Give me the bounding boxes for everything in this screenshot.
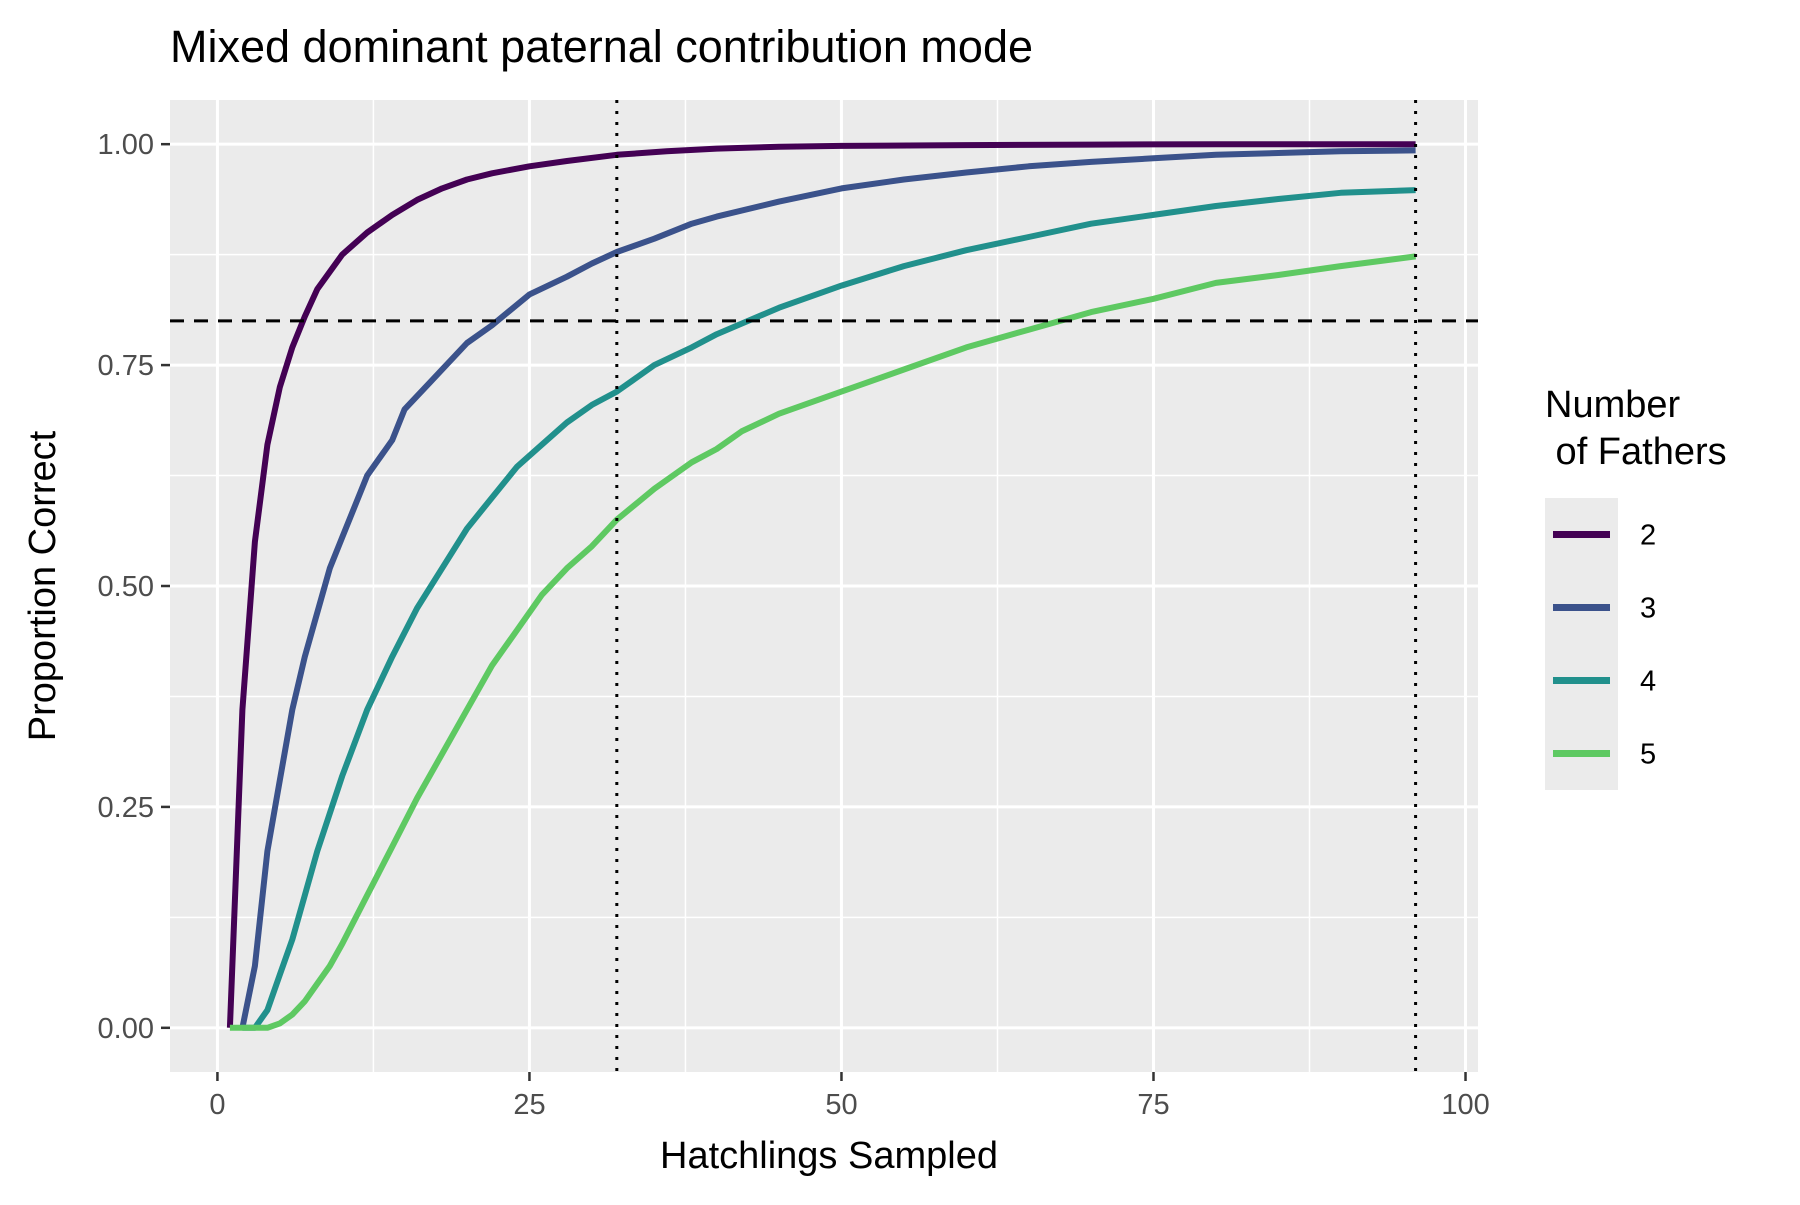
series-lines	[226, 141, 1416, 1031]
y-tick-label: 1.00	[98, 129, 154, 161]
x-tick-label: 0	[209, 1089, 225, 1121]
legend-label-4: 4	[1640, 666, 1656, 698]
legend-label-5: 5	[1640, 739, 1656, 771]
x-tick-label: 25	[513, 1089, 545, 1121]
x-tick-label: 100	[1441, 1089, 1489, 1121]
y-tick-label: 0.25	[98, 792, 154, 824]
legend-label-2: 2	[1640, 520, 1656, 552]
legend-title-line: of Fathers	[1545, 431, 1727, 473]
legend-title-line: Number	[1545, 384, 1680, 426]
y-tick-label: 0.50	[98, 571, 154, 603]
y-tick-label: 0.75	[98, 350, 154, 382]
plot-area	[170, 100, 1478, 1072]
chart-title: Mixed dominant paternal contribution mod…	[170, 21, 1033, 72]
x-axis-title: Hatchlings Sampled	[660, 1135, 998, 1177]
y-tick-label: 0.00	[98, 1013, 154, 1045]
x-tick-label: 75	[1137, 1089, 1169, 1121]
axes: 0 25 50 75 100 0.00 0.25 0.50 0.75 1.00	[98, 129, 1490, 1121]
series-line-4	[242, 187, 1416, 1031]
series-line-3	[239, 147, 1416, 1029]
y-axis-title: Proportion Correct	[22, 430, 64, 741]
legend-label-3: 3	[1640, 593, 1656, 625]
reference-lines	[170, 100, 1478, 1072]
series-line-2	[226, 141, 1416, 1028]
legend: Number of Fathers 2 3 4 5	[1545, 384, 1727, 790]
legend-key-background	[1545, 498, 1618, 790]
x-tick-label: 50	[825, 1089, 857, 1121]
series-line-5	[229, 253, 1416, 1031]
